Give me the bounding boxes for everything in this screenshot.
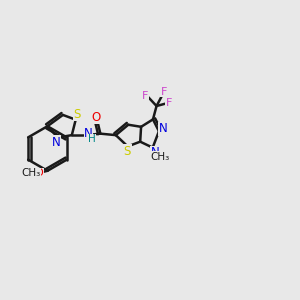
Text: CH₃: CH₃ <box>21 168 40 178</box>
Text: F: F <box>161 87 167 97</box>
Text: S: S <box>124 145 131 158</box>
Text: F: F <box>142 91 148 100</box>
Text: N: N <box>159 122 168 135</box>
Text: H: H <box>88 134 96 144</box>
Text: F: F <box>166 98 172 108</box>
Text: O: O <box>34 168 43 178</box>
Text: N: N <box>151 146 159 160</box>
Text: O: O <box>92 111 101 124</box>
Text: CH₃: CH₃ <box>151 152 170 161</box>
Text: S: S <box>74 108 81 121</box>
Text: N: N <box>52 136 61 149</box>
Text: N: N <box>84 127 93 140</box>
